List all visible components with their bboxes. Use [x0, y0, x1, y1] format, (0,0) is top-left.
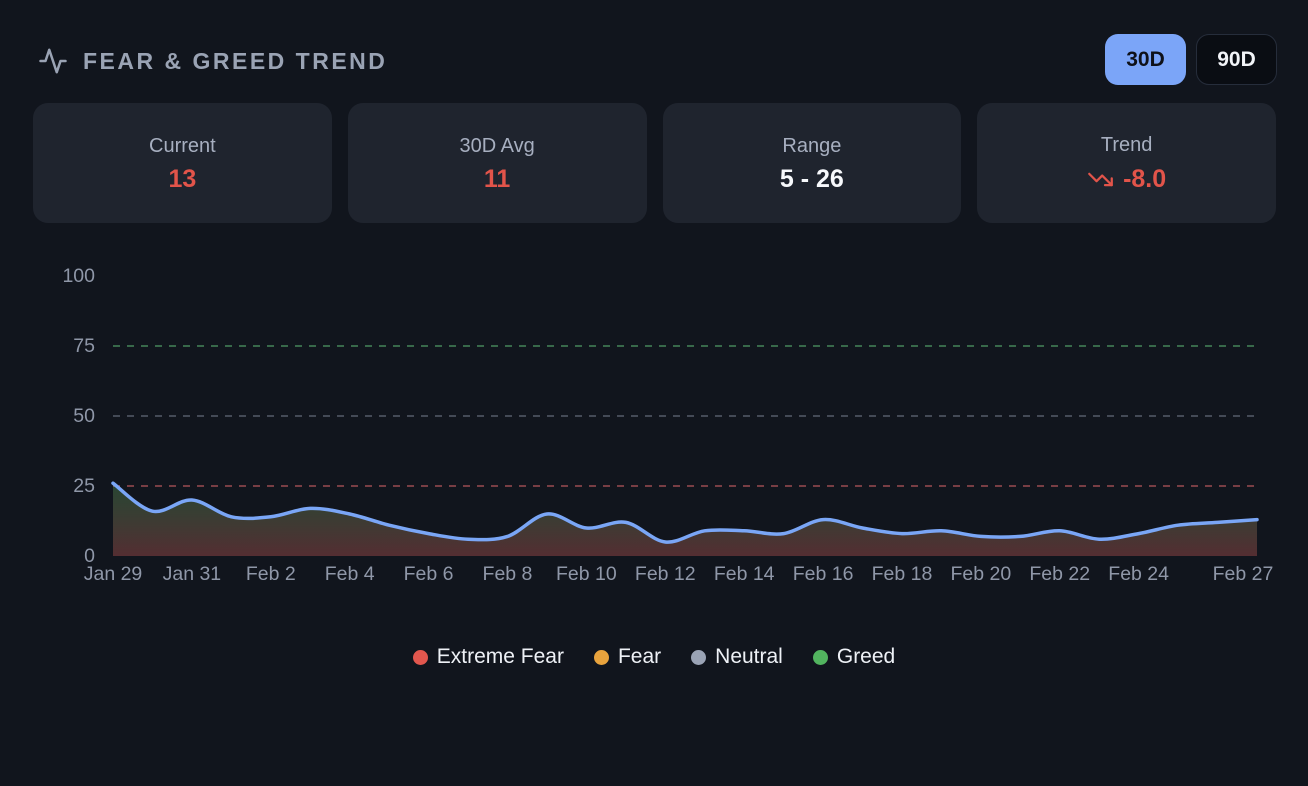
legend-item-extreme-fear: Extreme Fear [412, 645, 564, 669]
x-axis-tick-label: Jan 31 [163, 563, 222, 585]
x-axis-tick-label: Feb 6 [404, 563, 454, 585]
legend-dot [812, 649, 828, 665]
series-line-fear-greed-index [111, 481, 1259, 544]
legend-label: Extreme Fear [436, 645, 564, 668]
activity-icon [38, 46, 68, 76]
stat-value-trend-wrap: -8.0 [1087, 166, 1166, 193]
y-axis-tick-label: 75 [73, 335, 95, 357]
stat-cards: Current 13 30D Avg 11 Range 5 - 26 Trend… [33, 103, 1276, 223]
range-button-90d[interactable]: 90D [1196, 34, 1277, 85]
legend-item-fear: Fear [593, 645, 662, 669]
page-title: FEAR & GREED TREND [83, 47, 388, 74]
x-axis-tick-label: Feb 20 [951, 563, 1012, 585]
x-axis-tick-label: Feb 8 [483, 563, 533, 585]
legend-label: Neutral [715, 645, 783, 668]
y-axis-tick-label: 50 [73, 405, 95, 427]
stat-card-current: Current 13 [33, 103, 332, 223]
x-axis-tick-label: Feb 27 [1213, 563, 1274, 585]
chart-legend: Extreme Fear Fear Neutral Greed [0, 641, 1308, 673]
x-axis-tick-label: Feb 4 [325, 563, 375, 585]
legend-label: Fear [617, 645, 662, 668]
stat-card-range: Range 5 - 26 [662, 103, 962, 223]
stat-label: Range [782, 134, 842, 157]
stat-label: 30D Avg [459, 134, 535, 157]
stat-card-trend: Trend -8.0 [977, 103, 1276, 223]
fear-greed-line-chart: 0 25 50 75 100 Jan 29 Jan 31 Feb 2 Feb 4 Feb 6 Feb… [62, 265, 1274, 585]
legend-item-greed: Greed [812, 645, 896, 669]
legend-label: Greed [836, 645, 896, 668]
range-button-30d[interactable]: 30D [1105, 34, 1186, 85]
stat-value-current: 13 [168, 164, 197, 193]
stat-card-30d-avg: 30D Avg 11 [347, 103, 647, 223]
stat-label: Trend [1100, 133, 1153, 156]
x-axis-tick-label: Feb 18 [872, 563, 933, 585]
legend-dot [593, 649, 609, 665]
y-axis-tick-label: 0 [84, 545, 95, 567]
stat-label: Current [149, 134, 216, 157]
stat-value-30d-avg: 11 [483, 164, 511, 193]
x-axis-tick-label: Feb 24 [1108, 563, 1169, 585]
x-axis-tick-label: Feb 22 [1029, 563, 1090, 585]
stat-value-trend: -8.0 [1123, 164, 1167, 193]
trending-down-icon [1087, 166, 1114, 193]
x-axis-tick-label: Feb 16 [793, 563, 854, 585]
legend-dot [691, 649, 707, 665]
legend-item-neutral: Neutral [691, 645, 783, 669]
series-area-fill [113, 483, 1257, 556]
range-toggle: 30D 90D [1105, 34, 1277, 85]
x-axis-tick-label: Jan 29 [84, 563, 143, 585]
x-axis-tick-label: Feb 14 [714, 563, 775, 585]
y-axis-tick-label: 25 [73, 475, 95, 497]
legend-dot [412, 649, 428, 665]
x-axis-tick-label: Feb 10 [556, 563, 617, 585]
y-axis-tick-label: 100 [62, 265, 95, 287]
x-axis-tick-label: Feb 2 [246, 563, 296, 585]
widget-header: FEAR & GREED TREND [38, 44, 387, 78]
x-axis-tick-label: Feb 12 [635, 563, 696, 585]
stat-value-range: 5 - 26 [779, 164, 844, 193]
